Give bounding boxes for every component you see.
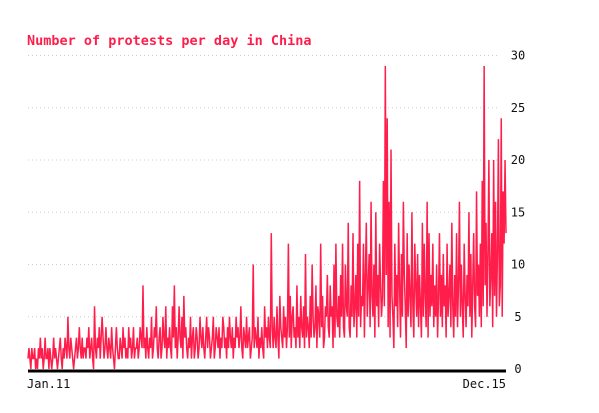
series-line: [27, 65, 507, 370]
series-layer: [27, 65, 507, 370]
y-tick-label: 25: [511, 101, 525, 115]
axes: 0 5 10 15 20 25 30 Jan.11 Dec.15: [27, 49, 525, 392]
x-tick-label: Dec.15: [463, 377, 506, 391]
x-tick-label: Jan.11: [27, 377, 70, 391]
y-tick-label: 20: [511, 153, 525, 167]
y-tick-label: 10: [511, 258, 525, 272]
y-tick-label: 15: [511, 205, 525, 219]
y-tick-label: 5: [514, 310, 521, 324]
chart-title: Number of protests per day in China: [27, 33, 312, 49]
y-tick-label: 30: [511, 49, 525, 63]
y-tick-label: 0: [514, 362, 521, 376]
